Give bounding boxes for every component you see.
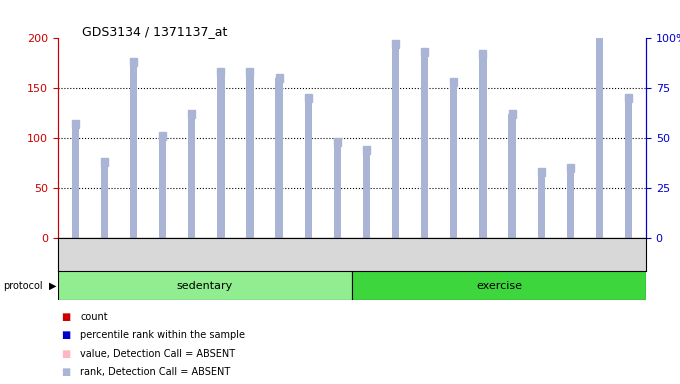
Bar bbox=[336, 188, 339, 238]
Bar bbox=[132, 121, 135, 238]
Bar bbox=[161, 198, 165, 238]
Bar bbox=[394, 105, 397, 238]
Text: count: count bbox=[80, 312, 108, 322]
Bar bbox=[450, 78, 458, 86]
Bar bbox=[71, 124, 79, 238]
Bar bbox=[625, 98, 632, 238]
Bar bbox=[277, 166, 281, 238]
Bar bbox=[627, 162, 630, 238]
Bar bbox=[481, 148, 485, 238]
Bar bbox=[364, 203, 368, 238]
Bar bbox=[538, 168, 545, 176]
Bar bbox=[73, 181, 77, 238]
Bar bbox=[305, 94, 311, 102]
Bar bbox=[568, 218, 572, 238]
Bar bbox=[246, 72, 254, 238]
Bar bbox=[566, 168, 574, 238]
Bar bbox=[479, 55, 487, 238]
Text: exercise: exercise bbox=[476, 280, 522, 291]
Bar bbox=[363, 146, 370, 154]
Text: value, Detection Call = ABSENT: value, Detection Call = ABSENT bbox=[80, 349, 235, 359]
Bar bbox=[539, 218, 543, 238]
Bar bbox=[537, 172, 545, 238]
Bar bbox=[567, 164, 574, 172]
Bar bbox=[159, 132, 166, 140]
Bar bbox=[598, 48, 601, 238]
Bar bbox=[275, 74, 283, 82]
Text: ▶: ▶ bbox=[49, 281, 56, 291]
Text: GDS3134 / 1371137_at: GDS3134 / 1371137_at bbox=[82, 25, 227, 38]
Bar bbox=[103, 200, 106, 238]
Bar bbox=[58, 271, 352, 300]
Bar bbox=[275, 78, 283, 238]
Bar bbox=[188, 114, 195, 238]
Bar bbox=[248, 138, 252, 238]
Bar bbox=[101, 158, 108, 166]
Bar bbox=[101, 162, 108, 238]
Text: sedentary: sedentary bbox=[177, 280, 233, 291]
Bar bbox=[217, 72, 224, 238]
Bar bbox=[363, 150, 370, 238]
Bar bbox=[510, 148, 514, 238]
Bar bbox=[392, 40, 399, 48]
Bar bbox=[352, 271, 646, 300]
Bar bbox=[305, 98, 312, 238]
Bar bbox=[130, 62, 137, 238]
Bar bbox=[188, 110, 195, 118]
Bar bbox=[130, 58, 137, 66]
Text: protocol: protocol bbox=[3, 281, 43, 291]
Bar bbox=[421, 48, 428, 56]
Bar bbox=[72, 120, 79, 128]
Bar bbox=[452, 160, 456, 238]
Bar bbox=[596, 22, 603, 30]
Bar bbox=[218, 68, 224, 76]
Bar bbox=[307, 146, 310, 238]
Text: percentile rank within the sample: percentile rank within the sample bbox=[80, 330, 245, 340]
Bar bbox=[246, 68, 254, 76]
Bar bbox=[421, 52, 428, 238]
Text: ■: ■ bbox=[61, 312, 71, 322]
Bar bbox=[423, 88, 426, 238]
Bar bbox=[159, 136, 167, 238]
Bar bbox=[450, 82, 458, 238]
Bar bbox=[596, 26, 603, 238]
Text: ■: ■ bbox=[61, 349, 71, 359]
Bar bbox=[509, 114, 515, 238]
Bar bbox=[625, 94, 632, 102]
Text: ■: ■ bbox=[61, 367, 71, 377]
Bar bbox=[509, 110, 515, 118]
Bar bbox=[334, 138, 341, 146]
Bar bbox=[219, 143, 222, 238]
Bar bbox=[392, 45, 399, 238]
Bar bbox=[479, 50, 486, 58]
Bar bbox=[334, 142, 341, 238]
Text: ■: ■ bbox=[61, 330, 71, 340]
Text: rank, Detection Call = ABSENT: rank, Detection Call = ABSENT bbox=[80, 367, 231, 377]
Bar bbox=[190, 176, 194, 238]
